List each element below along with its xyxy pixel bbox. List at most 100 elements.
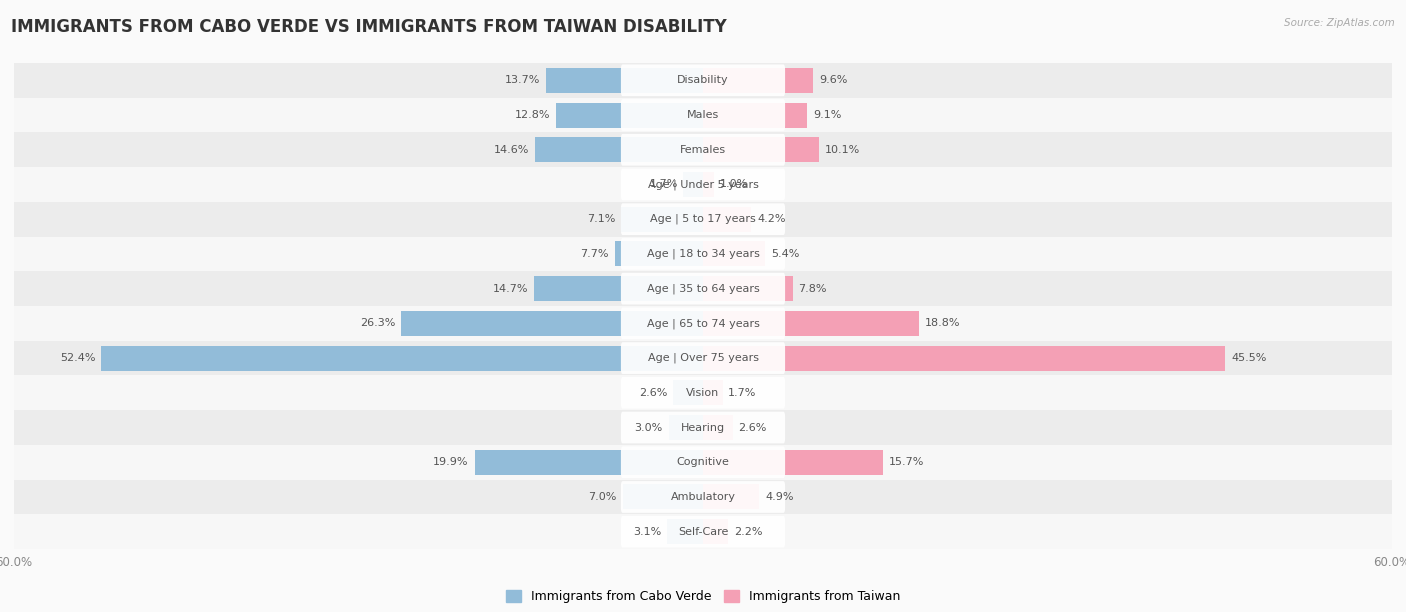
- Bar: [703, 207, 751, 232]
- Bar: [669, 415, 703, 440]
- Bar: [14, 271, 1392, 306]
- Bar: [703, 346, 1226, 371]
- Bar: [614, 241, 703, 266]
- Text: Age | 5 to 17 years: Age | 5 to 17 years: [650, 214, 756, 225]
- Bar: [401, 311, 703, 336]
- Bar: [474, 450, 703, 475]
- Text: 19.9%: 19.9%: [433, 457, 468, 467]
- Bar: [14, 341, 1392, 375]
- Text: 3.1%: 3.1%: [634, 527, 662, 537]
- Bar: [14, 514, 1392, 549]
- Text: 4.9%: 4.9%: [765, 492, 793, 502]
- Bar: [703, 485, 759, 509]
- FancyBboxPatch shape: [621, 273, 785, 305]
- Bar: [14, 375, 1392, 410]
- Legend: Immigrants from Cabo Verde, Immigrants from Taiwan: Immigrants from Cabo Verde, Immigrants f…: [501, 585, 905, 608]
- Text: Females: Females: [681, 145, 725, 155]
- Text: Vision: Vision: [686, 388, 720, 398]
- Bar: [14, 306, 1392, 341]
- Bar: [703, 519, 728, 544]
- Bar: [623, 485, 703, 509]
- Bar: [703, 415, 733, 440]
- Bar: [14, 132, 1392, 167]
- Bar: [14, 98, 1392, 132]
- Text: 12.8%: 12.8%: [515, 110, 550, 120]
- Text: 2.6%: 2.6%: [738, 422, 766, 433]
- Bar: [14, 167, 1392, 202]
- Text: IMMIGRANTS FROM CABO VERDE VS IMMIGRANTS FROM TAIWAN DISABILITY: IMMIGRANTS FROM CABO VERDE VS IMMIGRANTS…: [11, 18, 727, 36]
- Text: 14.6%: 14.6%: [495, 145, 530, 155]
- Text: 52.4%: 52.4%: [60, 353, 96, 363]
- Bar: [703, 103, 807, 127]
- Bar: [703, 241, 765, 266]
- Bar: [14, 480, 1392, 514]
- Bar: [546, 68, 703, 93]
- Text: 5.4%: 5.4%: [770, 249, 799, 259]
- Text: 4.2%: 4.2%: [756, 214, 786, 224]
- FancyBboxPatch shape: [621, 169, 785, 200]
- Bar: [703, 311, 920, 336]
- Text: Source: ZipAtlas.com: Source: ZipAtlas.com: [1284, 18, 1395, 28]
- FancyBboxPatch shape: [621, 377, 785, 409]
- Bar: [703, 68, 813, 93]
- Bar: [621, 207, 703, 232]
- Bar: [703, 276, 793, 301]
- Text: 13.7%: 13.7%: [505, 75, 540, 85]
- FancyBboxPatch shape: [621, 481, 785, 513]
- Text: 2.2%: 2.2%: [734, 527, 762, 537]
- Bar: [703, 137, 818, 162]
- Bar: [555, 103, 703, 127]
- Text: Disability: Disability: [678, 75, 728, 85]
- Text: 3.0%: 3.0%: [634, 422, 662, 433]
- Bar: [673, 380, 703, 405]
- Bar: [668, 519, 703, 544]
- Text: Ambulatory: Ambulatory: [671, 492, 735, 502]
- Text: Age | 35 to 64 years: Age | 35 to 64 years: [647, 283, 759, 294]
- Bar: [683, 172, 703, 197]
- Text: 7.8%: 7.8%: [799, 283, 827, 294]
- Bar: [703, 450, 883, 475]
- Bar: [14, 202, 1392, 237]
- Bar: [14, 445, 1392, 480]
- Text: Males: Males: [688, 110, 718, 120]
- Text: 45.5%: 45.5%: [1232, 353, 1267, 363]
- Text: Age | 65 to 74 years: Age | 65 to 74 years: [647, 318, 759, 329]
- Text: Cognitive: Cognitive: [676, 457, 730, 467]
- Text: 2.6%: 2.6%: [640, 388, 668, 398]
- Bar: [536, 137, 703, 162]
- Bar: [14, 237, 1392, 271]
- Bar: [703, 380, 723, 405]
- Text: Self-Care: Self-Care: [678, 527, 728, 537]
- FancyBboxPatch shape: [621, 99, 785, 131]
- FancyBboxPatch shape: [621, 203, 785, 235]
- FancyBboxPatch shape: [621, 64, 785, 96]
- Text: Age | Under 5 years: Age | Under 5 years: [648, 179, 758, 190]
- Text: Age | 18 to 34 years: Age | 18 to 34 years: [647, 248, 759, 259]
- Text: 26.3%: 26.3%: [360, 318, 395, 329]
- FancyBboxPatch shape: [621, 516, 785, 548]
- Text: 18.8%: 18.8%: [925, 318, 960, 329]
- Text: 14.7%: 14.7%: [494, 283, 529, 294]
- Text: 15.7%: 15.7%: [889, 457, 924, 467]
- Bar: [14, 410, 1392, 445]
- Text: 9.1%: 9.1%: [813, 110, 842, 120]
- FancyBboxPatch shape: [621, 307, 785, 339]
- Bar: [14, 63, 1392, 98]
- Bar: [703, 172, 714, 197]
- Text: 7.7%: 7.7%: [581, 249, 609, 259]
- FancyBboxPatch shape: [621, 134, 785, 166]
- Text: 1.7%: 1.7%: [650, 179, 678, 190]
- FancyBboxPatch shape: [621, 446, 785, 478]
- FancyBboxPatch shape: [621, 412, 785, 443]
- Text: Age | Over 75 years: Age | Over 75 years: [648, 353, 758, 364]
- Text: 7.0%: 7.0%: [589, 492, 617, 502]
- FancyBboxPatch shape: [621, 342, 785, 374]
- Text: 9.6%: 9.6%: [818, 75, 848, 85]
- Text: 1.7%: 1.7%: [728, 388, 756, 398]
- Text: 7.1%: 7.1%: [588, 214, 616, 224]
- Text: 10.1%: 10.1%: [825, 145, 860, 155]
- Text: Hearing: Hearing: [681, 422, 725, 433]
- Bar: [101, 346, 703, 371]
- FancyBboxPatch shape: [621, 238, 785, 270]
- Bar: [534, 276, 703, 301]
